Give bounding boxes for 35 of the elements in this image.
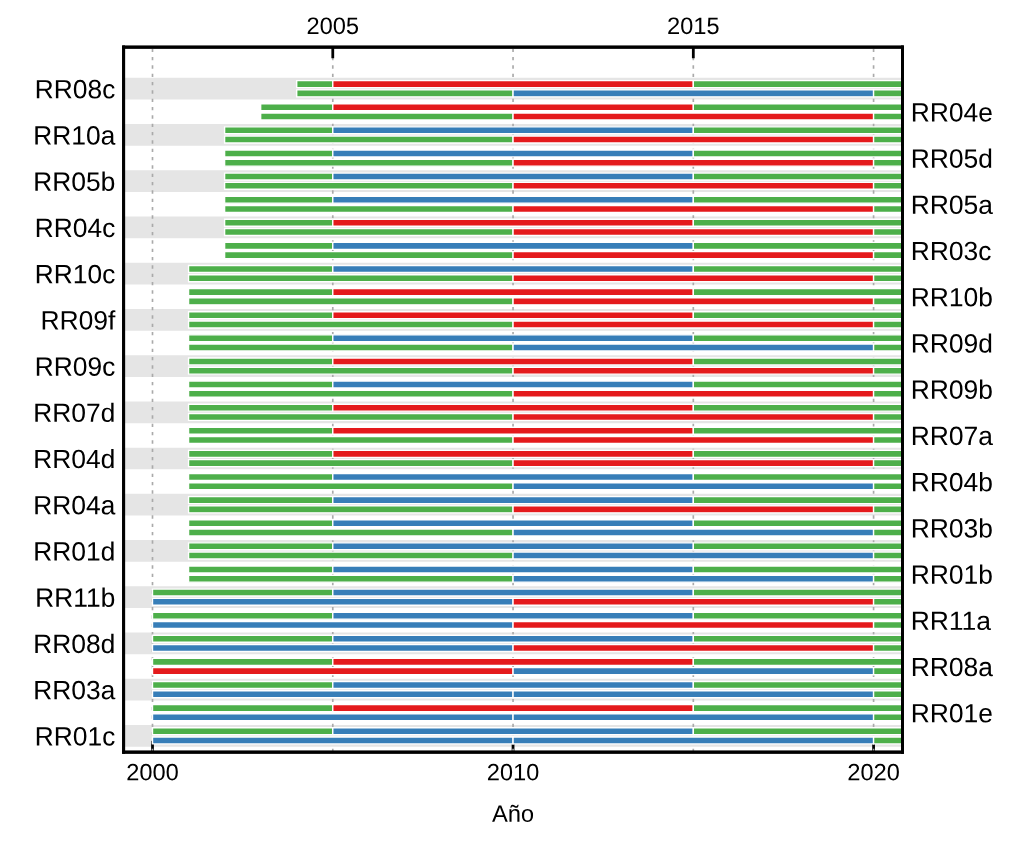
y-tick-label: RR08c: [36, 79, 115, 99]
y-tick-label: RR01e: [912, 703, 992, 723]
x2-tick-label: 2015: [668, 17, 719, 35]
y-tick-label: RR05b: [35, 171, 115, 191]
y-tick-label: RR04e: [912, 102, 992, 122]
y-tick-label: RR03a: [35, 680, 116, 700]
y-tick-label: RR11a: [912, 611, 991, 631]
y-tick-label: RR03c: [912, 241, 991, 261]
y-tick-label: RR05a: [912, 195, 993, 215]
y-tick-label: RR09d: [912, 333, 992, 353]
y-tick-label: RR07d: [35, 402, 114, 423]
y-tick-label: RR04b: [912, 472, 992, 492]
y-tick-label: RR04d: [35, 448, 114, 469]
y-tick-label: RR11b: [37, 587, 115, 607]
x-axis-title: Año: [492, 804, 534, 822]
y-tick-label: RR10b: [912, 287, 992, 307]
x-tick-label: 2020: [848, 763, 899, 781]
y-tick-label: RR01c: [36, 726, 115, 746]
y-tick-label: RR03b: [912, 518, 992, 538]
y-tick-label: RR09c: [36, 357, 115, 376]
y-tick-label: RR01d: [35, 541, 114, 561]
y-tick-label: RR09b: [912, 379, 992, 399]
y-tick-label: RR04a: [35, 495, 116, 515]
y-tick-label: RR10a: [35, 126, 116, 145]
y-tick-label: RR05d: [912, 148, 992, 168]
y-tick-label: RR08a: [912, 657, 993, 677]
y-tick-label: RR08d: [35, 633, 114, 654]
x2-tick-label: 2005: [307, 17, 359, 35]
y-tick-label: RR04c: [36, 218, 115, 238]
x-tick-label: 2010: [487, 763, 539, 781]
y-tick-label: RR01b: [912, 564, 992, 584]
y-tick-label: RR10c: [36, 264, 115, 284]
y-tick-label: RR07a: [912, 426, 993, 446]
x-tick-label: 2000: [127, 763, 178, 781]
y-tick-label: RR09f: [42, 310, 116, 330]
